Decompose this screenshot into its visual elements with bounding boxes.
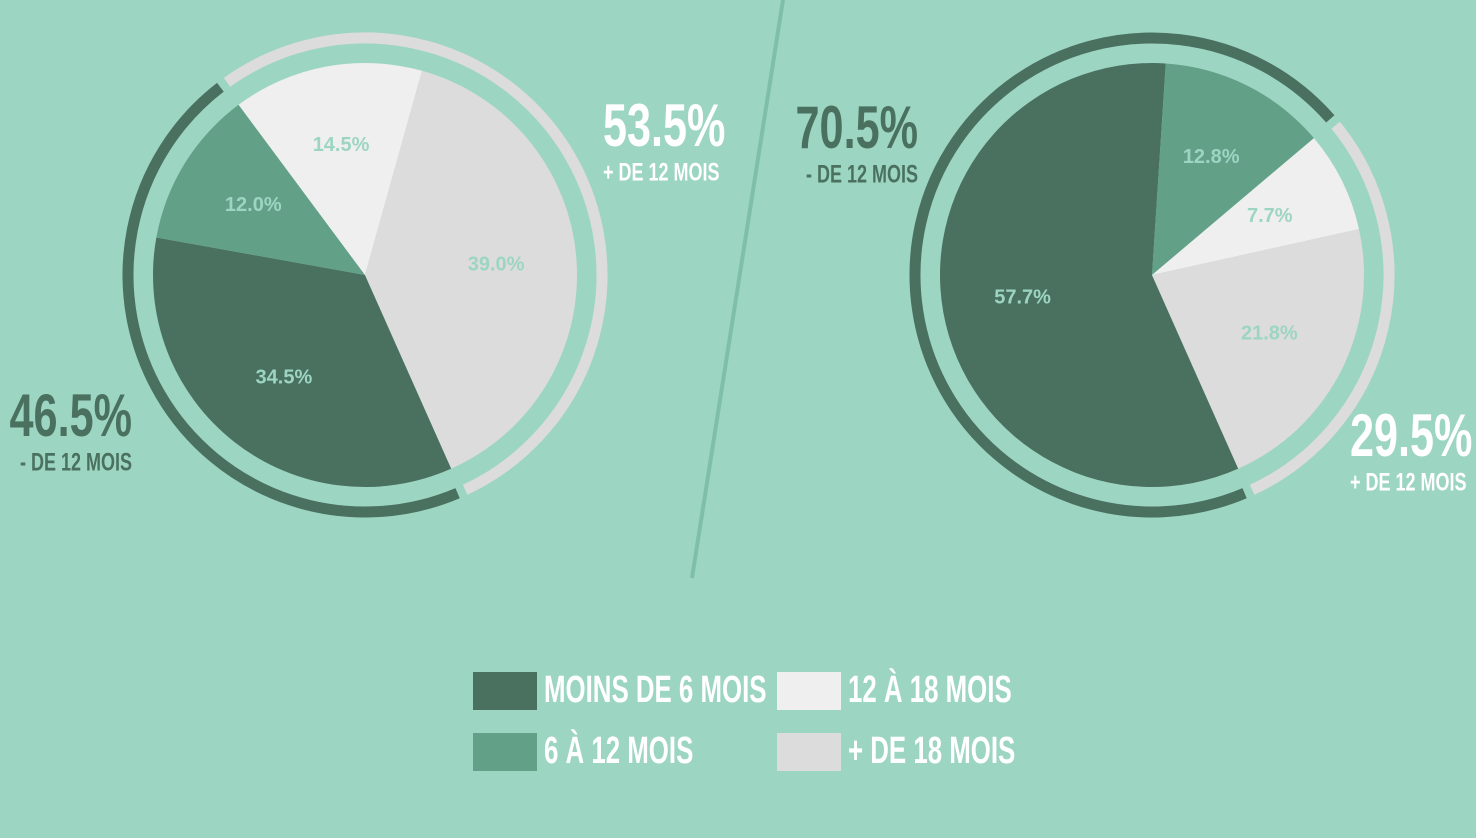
group-name-text: - DE 12 MOIS [806, 160, 918, 189]
group-ring [909, 32, 1335, 518]
pie-slice [939, 63, 1239, 487]
slice-label: 12.8% [1183, 146, 1240, 168]
group-name-text: - DE 12 MOIS [20, 448, 132, 477]
legend-swatch [777, 733, 841, 771]
divider [690, 0, 785, 579]
group-name: - DE 12 MOIS [20, 448, 132, 477]
pie-slice [1152, 138, 1359, 275]
group-name: + DE 12 MOIS [603, 158, 719, 187]
group-value-text: 53.5% [603, 93, 725, 160]
group-ring [223, 32, 608, 495]
slice-label: 21.8% [1241, 322, 1298, 344]
group-name-text: + DE 12 MOIS [1350, 468, 1466, 497]
legend-swatch [473, 733, 537, 771]
legend-label: MOINS DE 6 MOIS [544, 668, 766, 710]
pie-slice [365, 70, 578, 469]
legend-entry: + DE 18 MOIS [848, 729, 1015, 771]
group-value-text: 46.5% [10, 383, 132, 450]
group-name-text: + DE 12 MOIS [603, 158, 719, 187]
slice-label: 7.7% [1247, 205, 1293, 227]
slice-label: 39.0% [468, 254, 525, 276]
group-value-text: 29.5% [1350, 403, 1472, 470]
group-name: - DE 12 MOIS [806, 160, 918, 189]
slice-label: 57.7% [994, 286, 1051, 308]
group-value: 70.5% [796, 95, 918, 162]
slice-label: 34.5% [256, 367, 313, 389]
group-name: + DE 12 MOIS [1350, 468, 1466, 497]
legend-entry: 6 À 12 MOIS [544, 728, 693, 771]
legend-label: 6 À 12 MOIS [544, 728, 693, 771]
group-value: 29.5% [1350, 403, 1472, 470]
group-value-text: 70.5% [796, 95, 918, 162]
slice-label: 14.5% [313, 134, 370, 156]
legend-label: 12 À 18 MOIS [848, 667, 1012, 710]
group-ring [1249, 121, 1395, 495]
legend-swatch [777, 672, 841, 710]
pie-slice [1152, 63, 1314, 275]
pie-slice [238, 63, 423, 275]
pie-slice [1152, 229, 1364, 469]
legend-label: + DE 18 MOIS [848, 729, 1015, 771]
group-ring [122, 82, 460, 518]
legend-swatch [473, 672, 537, 710]
slice-label: 12.0% [225, 194, 282, 216]
legend-entry: MOINS DE 6 MOIS [544, 668, 766, 710]
pie-slice [152, 237, 452, 487]
legend-entry: 12 À 18 MOIS [848, 667, 1012, 710]
group-value: 46.5% [10, 383, 132, 450]
pie-slice [156, 104, 365, 275]
group-value: 53.5% [603, 93, 725, 160]
